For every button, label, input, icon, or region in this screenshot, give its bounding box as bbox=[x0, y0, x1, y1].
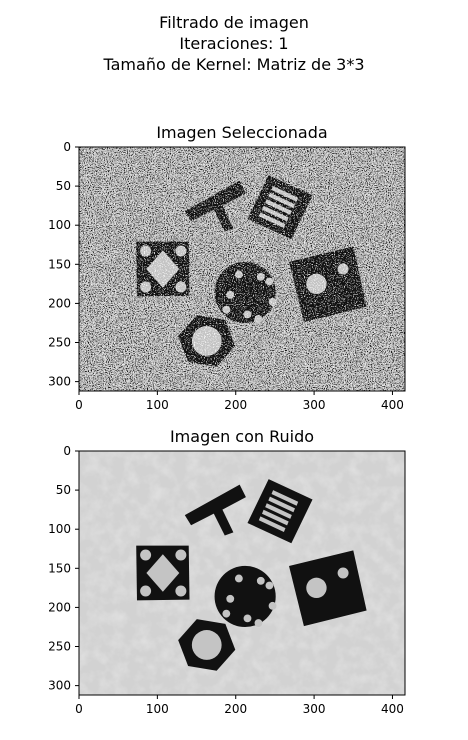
x-tick-label: 0 bbox=[75, 398, 83, 412]
x-tick-label: 200 bbox=[224, 702, 247, 716]
x-tick-label: 300 bbox=[303, 398, 326, 412]
x-tick-label: 400 bbox=[381, 702, 404, 716]
image-content bbox=[79, 147, 405, 391]
y-tick-label: 250 bbox=[48, 640, 71, 654]
ladder-part bbox=[247, 479, 313, 544]
y-tick-label: 200 bbox=[48, 296, 71, 310]
y-tick-label: 150 bbox=[48, 561, 71, 575]
salt-noise bbox=[79, 147, 405, 391]
y-tick-label: 300 bbox=[48, 679, 71, 693]
suptitle-line-3: Tamaño de Kernel: Matriz de 3*3 bbox=[103, 55, 365, 74]
x-tick-label: 100 bbox=[146, 398, 169, 412]
x-tick-label: 300 bbox=[303, 702, 326, 716]
hexagon-nut-part bbox=[178, 619, 236, 671]
y-tick-label: 150 bbox=[48, 257, 71, 271]
x-tick-label: 0 bbox=[75, 702, 83, 716]
image-content bbox=[79, 451, 405, 695]
panel-title: Imagen Seleccionada bbox=[156, 123, 327, 142]
y-tick-label: 250 bbox=[48, 336, 71, 350]
panel-title: Imagen con Ruido bbox=[170, 427, 314, 446]
t-bracket-part bbox=[184, 484, 246, 536]
y-tick-label: 100 bbox=[48, 218, 71, 232]
image-panel-1: Imagen Seleccionada 0 100 200 300 400 0 50 100 15… bbox=[48, 123, 406, 412]
right-plate-part bbox=[289, 550, 367, 627]
x-tick-label: 100 bbox=[146, 702, 169, 716]
y-tick-label: 50 bbox=[56, 179, 71, 193]
suptitle-line-2: Iteraciones: 1 bbox=[179, 34, 289, 53]
y-tick-label: 0 bbox=[63, 140, 71, 154]
square-plate-part bbox=[136, 545, 190, 601]
image-panel-2: Imagen con Ruido 0 100 200 300 400 0 50 100 150 20… bbox=[48, 427, 406, 716]
y-tick-label: 200 bbox=[48, 600, 71, 614]
y-tick-label: 0 bbox=[63, 444, 71, 458]
y-tick-label: 100 bbox=[48, 522, 71, 536]
x-tick-label: 200 bbox=[224, 398, 247, 412]
y-tick-label: 50 bbox=[56, 483, 71, 497]
x-tick-label: 400 bbox=[381, 398, 404, 412]
y-tick-label: 300 bbox=[48, 375, 71, 389]
round-disk-part bbox=[214, 565, 277, 628]
axes-frame bbox=[78, 146, 406, 392]
axes-frame bbox=[78, 450, 406, 696]
suptitle-line-1: Filtrado de imagen bbox=[159, 13, 309, 32]
